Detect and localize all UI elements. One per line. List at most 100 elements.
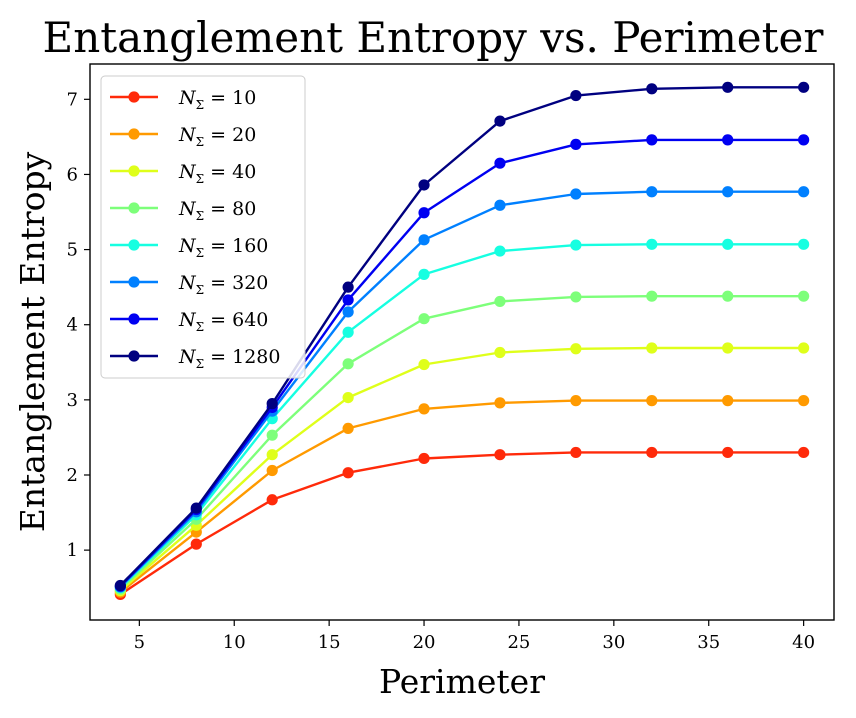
legend-label: NΣ = 20 [178, 124, 256, 149]
data-point [798, 134, 810, 146]
legend-label: NΣ = 160 [178, 235, 268, 260]
legend: NΣ = 10 NΣ = 20 NΣ = 40 NΣ = 80 NΣ = 160 NΣ =… [100, 75, 306, 379]
data-point [570, 446, 582, 459]
data-point [418, 268, 430, 280]
data-point [266, 449, 278, 461]
data-point [722, 238, 734, 250]
x-axis-label: Perimeter [379, 662, 545, 701]
legend-label: NΣ = 80 [178, 198, 256, 223]
data-point [342, 306, 354, 318]
series-3 [114, 342, 810, 597]
data-point [798, 186, 810, 198]
series-layer [114, 81, 810, 601]
legend-item: NΣ = 1280 [110, 346, 280, 371]
data-point [722, 290, 734, 302]
legend-marker [128, 165, 140, 177]
data-point [494, 449, 506, 461]
data-point [266, 429, 278, 441]
data-point [722, 342, 734, 354]
legend-item: NΣ = 320 [110, 272, 268, 297]
data-point [342, 294, 354, 306]
data-point [570, 343, 582, 355]
legend-marker [128, 128, 140, 140]
data-point [418, 234, 430, 246]
data-point [418, 207, 430, 219]
data-point [798, 81, 810, 93]
legend-item: NΣ = 80 [110, 198, 256, 223]
data-point [570, 239, 582, 251]
y-tick-label: 4 [67, 315, 78, 336]
data-point [494, 199, 506, 211]
data-point [722, 186, 734, 198]
data-point [114, 579, 126, 592]
data-point [342, 281, 354, 293]
data-point [798, 395, 810, 407]
data-point [494, 157, 506, 169]
y-tick-label: 2 [67, 465, 78, 486]
data-point [646, 83, 658, 95]
data-point [722, 395, 734, 407]
y-axis: 1 2 3 4 5 6 7 [67, 89, 90, 561]
x-axis: 5 10 15 20 25 30 35 40 [134, 620, 815, 653]
legend-marker [128, 350, 140, 362]
y-tick-label: 5 [67, 240, 78, 261]
data-point [570, 188, 582, 200]
chart-title: Entanglement Entropy vs. Perimeter [43, 13, 825, 62]
legend-label: NΣ = 320 [178, 272, 268, 297]
data-point [570, 89, 582, 102]
data-point [418, 179, 430, 191]
data-point [342, 422, 354, 435]
data-point [722, 446, 734, 459]
legend-label: NΣ = 640 [178, 309, 268, 334]
data-point [722, 134, 734, 146]
x-tick-label: 15 [318, 632, 341, 653]
data-point [798, 342, 810, 354]
data-point [646, 342, 658, 354]
x-tick-label: 40 [792, 632, 815, 653]
data-point [494, 115, 506, 127]
x-tick-label: 5 [134, 632, 145, 653]
series-line [119, 190, 804, 588]
y-tick-label: 1 [67, 540, 78, 561]
data-point [418, 403, 430, 415]
legend-item: NΣ = 10 [110, 87, 256, 112]
data-point [646, 238, 658, 250]
legend-marker [128, 276, 140, 288]
data-point [798, 290, 810, 302]
data-point [570, 138, 582, 150]
data-point [494, 295, 506, 308]
data-point [418, 358, 430, 371]
data-point [418, 452, 430, 465]
series-1 [114, 446, 810, 601]
data-point [494, 397, 506, 409]
data-point [418, 313, 430, 325]
data-point [722, 81, 734, 93]
data-point [266, 494, 278, 506]
data-point [494, 245, 506, 257]
series-line [119, 86, 804, 587]
y-tick-label: 6 [67, 164, 78, 185]
series-line [119, 451, 804, 596]
series-line [119, 138, 804, 588]
legend-item: NΣ = 640 [110, 309, 268, 334]
data-point [190, 502, 202, 514]
plot-area-frame [89, 63, 835, 621]
series-line [119, 295, 804, 591]
data-point [646, 395, 658, 407]
series-line [119, 346, 804, 592]
data-point [646, 186, 658, 198]
series-line [119, 243, 804, 589]
legend-marker [128, 313, 140, 325]
x-tick-label: 25 [507, 632, 530, 653]
data-point [266, 464, 278, 477]
data-point [570, 291, 582, 303]
data-point [342, 358, 354, 370]
legend-marker [128, 202, 140, 214]
data-point [266, 398, 278, 410]
legend-box [100, 75, 306, 379]
data-point [570, 395, 582, 407]
series-8 [114, 81, 810, 592]
x-tick-label: 35 [697, 632, 720, 653]
legend-label: NΣ = 1280 [178, 346, 280, 371]
